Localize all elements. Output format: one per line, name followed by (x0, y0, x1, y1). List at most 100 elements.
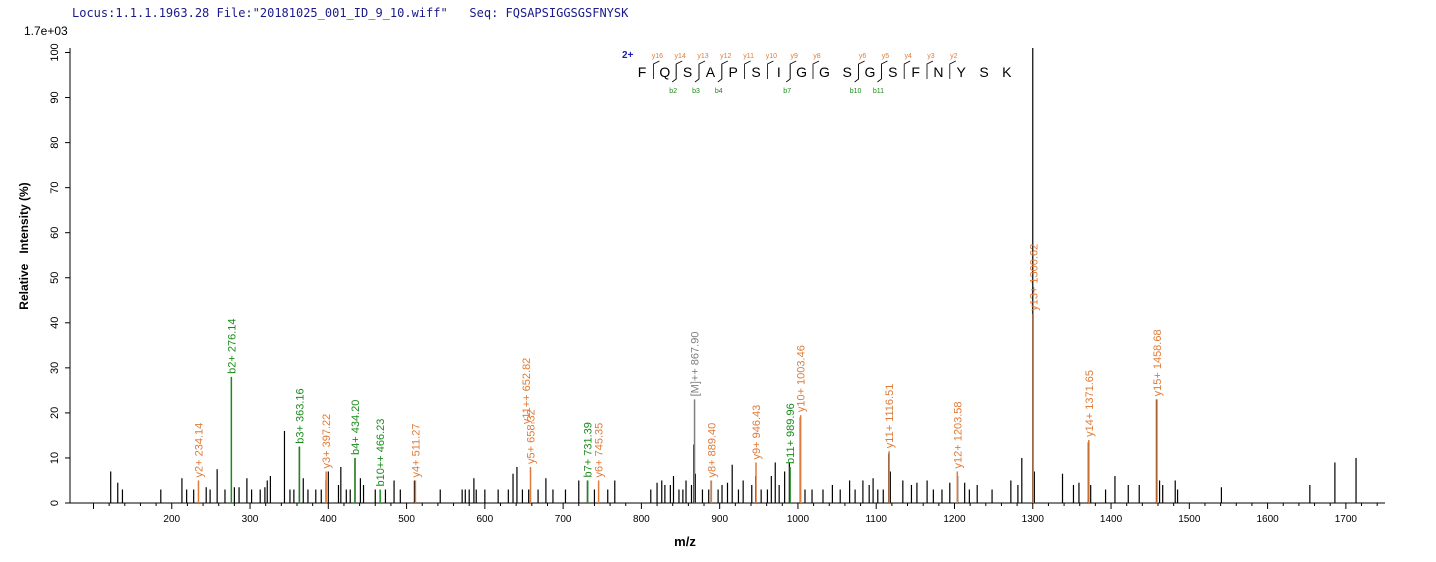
spectrum-header: Locus:1.1.1.1963.28 File:"20181025_001_I… (72, 6, 628, 20)
residue: G (865, 64, 876, 80)
y-bracket (949, 60, 956, 79)
y-ion-label: y8 (813, 53, 821, 60)
residue: S (843, 64, 852, 80)
x-tick-label: 1100 (865, 514, 887, 525)
x-tick-label: 1000 (787, 514, 810, 525)
y-bracket (675, 60, 683, 79)
y-tick-label: 20 (49, 407, 61, 419)
peak-label: y8+ 889.40 (706, 423, 718, 478)
residue: S (683, 64, 692, 80)
y-tick-label: 70 (49, 182, 61, 194)
peak-label: y15+ 1458.68 (1152, 329, 1164, 396)
peak-label: b7+ 731.39 (583, 422, 595, 477)
residue: G (819, 64, 830, 80)
x-tick-label: 600 (477, 514, 494, 525)
x-axis-label: m/z (674, 534, 696, 549)
y-tick-label: 30 (49, 362, 61, 374)
x-tick-label: 300 (242, 514, 259, 525)
peak-label: y2+ 234.14 (193, 423, 205, 478)
x-tick-label: 200 (163, 514, 180, 525)
x-tick-label: 1600 (1256, 514, 1279, 525)
b-ion-label: b2 (669, 88, 677, 95)
b-ion-label: b3 (692, 88, 700, 95)
y-bracket (812, 60, 820, 79)
b-bracket (717, 64, 723, 83)
peak-label: y6+ 745.35 (594, 423, 606, 478)
y-ion-label: y2 (950, 53, 958, 60)
b-bracket (854, 64, 859, 83)
peak-label: y3+ 397.22 (321, 414, 333, 469)
y-bracket (698, 60, 706, 79)
peak-label: y10+ 1003.46 (796, 345, 808, 412)
y-bracket (653, 60, 660, 79)
y-tick-label: 40 (49, 317, 61, 329)
y-ion-label: y4 (904, 53, 912, 60)
peak-label: y9+ 946.43 (751, 405, 763, 460)
y-ion-label: y3 (927, 53, 935, 60)
b-bracket (785, 64, 791, 83)
b-bracket (671, 64, 677, 83)
residue: A (706, 64, 716, 80)
x-tick-label: 1300 (1022, 514, 1045, 525)
peak-label: y5+ 658.32 (526, 409, 538, 464)
residue: P (729, 64, 738, 80)
y-ion-label: y13 (697, 53, 708, 60)
peak-series (110, 48, 1357, 503)
y-bracket (926, 60, 934, 79)
residue: F (911, 64, 920, 80)
peak-label: y14+ 1371.65 (1084, 370, 1096, 437)
x-tick-label: 700 (555, 514, 572, 525)
charge-state: 2+ (622, 50, 634, 61)
residue: F (638, 64, 647, 80)
residue: I (777, 64, 781, 80)
b-ion-label: b10 (850, 88, 862, 95)
y-bracket (903, 60, 911, 79)
y-bracket (881, 60, 888, 79)
y-ion-label: y14 (675, 53, 686, 60)
y-bracket (767, 60, 774, 79)
peak-label: b4+ 434.20 (350, 400, 362, 455)
y-ion-label: y9 (790, 53, 798, 60)
peak-label: b11+ 989.96 (785, 403, 797, 464)
y-ion-label: y12 (720, 53, 731, 60)
residue: Y (957, 64, 967, 80)
x-tick-label: 800 (633, 514, 650, 525)
x-tick-label: 1200 (943, 514, 966, 525)
x-tick-label: 1400 (1100, 514, 1123, 525)
y-tick-label: 0 (49, 500, 61, 506)
y-tick-label: 80 (49, 136, 61, 148)
b-bracket (877, 64, 882, 83)
y-ion-label: y5 (882, 53, 890, 60)
seq-value: FQSAPSIGGSGSFNYSK (505, 6, 629, 20)
b-bracket (694, 64, 700, 83)
peak-annotations: y2+ 234.14 b2+ 276.14 b3+ 363.16 y3+ 397.22… (193, 244, 1164, 503)
residue: K (1002, 64, 1012, 80)
residue: S (888, 64, 897, 80)
x-tick-label: 900 (711, 514, 728, 525)
y-tick-label: 10 (49, 452, 61, 464)
y-tick-label: 50 (49, 272, 61, 284)
residue: N (933, 64, 943, 80)
y-tick-label: 100 (49, 43, 61, 61)
x-tick-label: 400 (320, 514, 337, 525)
y-ion-label: y6 (859, 53, 867, 60)
y-bracket (744, 60, 751, 79)
y-ion-label: y11 (743, 53, 754, 60)
y-ion-label: y10 (766, 53, 777, 60)
peak-label: y13+ 1300.62 (1028, 244, 1040, 311)
peak-label: y12+ 1203.58 (952, 401, 964, 468)
y-bracket (721, 60, 728, 79)
peak-label: y4+ 511.27 (410, 424, 422, 478)
y-ion-label: y16 (652, 53, 663, 60)
y-tick-label: 60 (49, 227, 61, 239)
b-ion-label: b7 (783, 88, 791, 95)
x-tick-label: 1500 (1178, 514, 1201, 525)
y-tick-label: 90 (49, 91, 61, 103)
x-tick-label: 500 (398, 514, 415, 525)
residue: S (751, 64, 760, 80)
peak-label: b3+ 363.16 (294, 388, 306, 443)
seq-label: Seq: (469, 6, 499, 20)
peak-label: b10++ 466.23 (375, 419, 387, 487)
